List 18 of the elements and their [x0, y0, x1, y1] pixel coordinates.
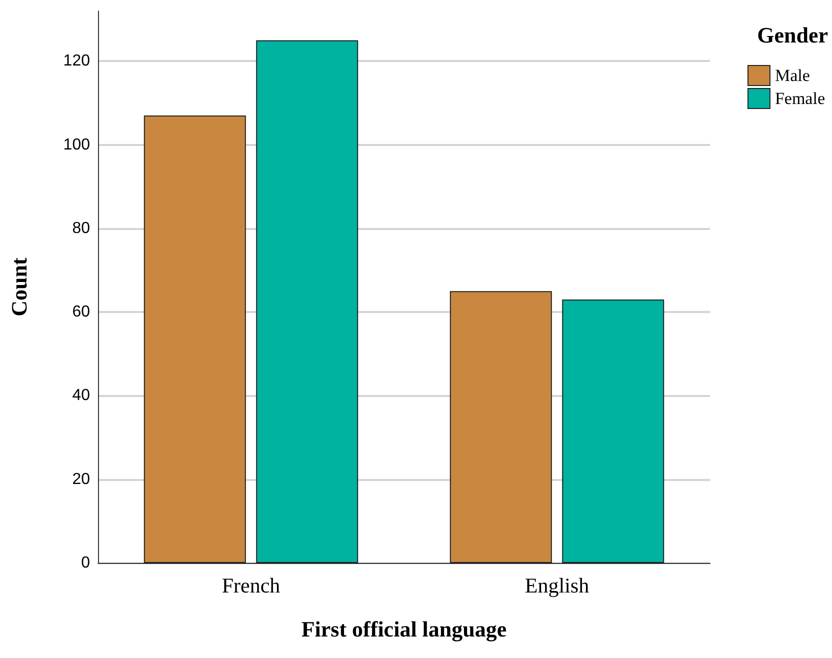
bar — [144, 116, 246, 563]
bar — [562, 300, 664, 563]
legend-label: Male — [774, 66, 810, 85]
y-axis-title: Count — [6, 256, 32, 316]
x-axis-title: First official language — [301, 616, 507, 642]
y-tick-label: 40 — [72, 387, 90, 404]
y-tick-label: 60 — [72, 304, 90, 321]
y-tick-label: 0 — [81, 554, 90, 572]
bar — [450, 291, 552, 563]
bar — [256, 40, 358, 563]
y-tick-label: 80 — [72, 220, 90, 237]
y-tick-label: 20 — [72, 470, 90, 488]
legend-label: Female — [774, 89, 826, 108]
y-tick-label: 120 — [63, 52, 90, 70]
y-tick-label: 100 — [63, 136, 90, 154]
x-tick-label: English — [524, 574, 590, 598]
x-tick-label: French — [222, 574, 281, 598]
legend-title: Gender — [757, 22, 828, 48]
